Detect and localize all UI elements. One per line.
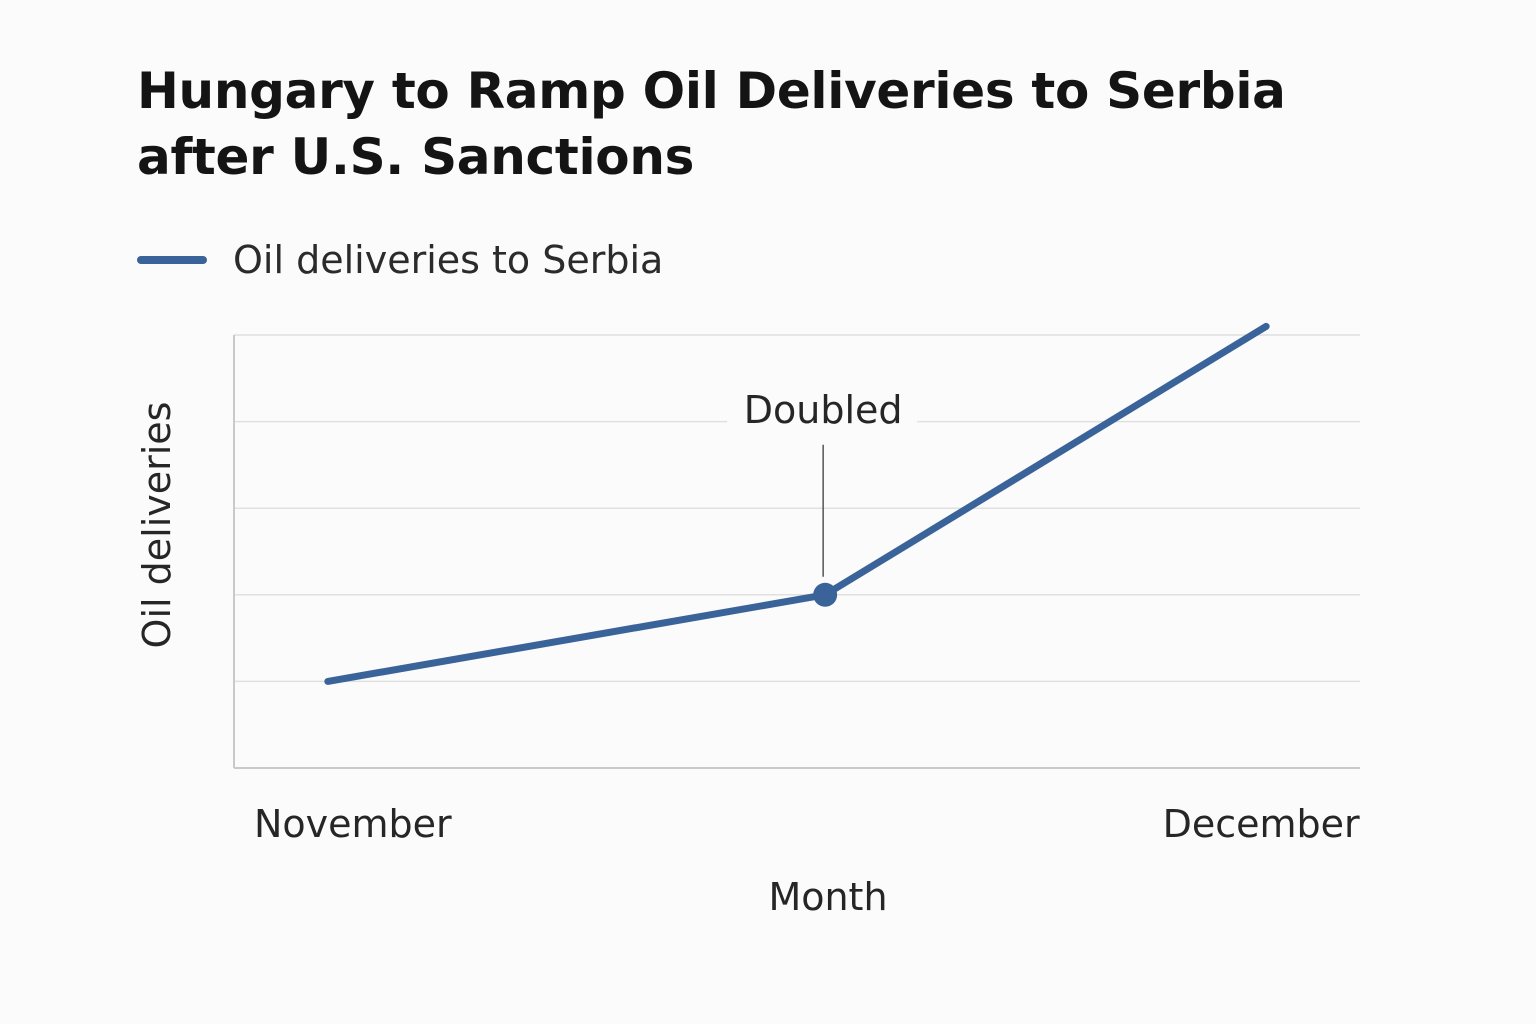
data-point-marker bbox=[813, 582, 838, 607]
annotation: Doubled bbox=[727, 384, 918, 577]
chart-title-line-1: Hungary to Ramp Oil Deliveries to Serbia bbox=[137, 62, 1286, 120]
x-axis-title: Month bbox=[768, 875, 887, 919]
chart-title: Hungary to Ramp Oil Deliveries to Serbia… bbox=[137, 58, 1287, 190]
x-tick-label-november: November bbox=[254, 802, 452, 846]
annotation-label-background bbox=[727, 384, 918, 437]
series-group bbox=[324, 322, 1270, 685]
x-tick-label-december: December bbox=[1163, 802, 1360, 846]
chart-title-line-2: after U.S. Sanctions bbox=[137, 128, 695, 186]
chart-legend: Oil deliveries to Serbia bbox=[137, 236, 663, 284]
y-axis-title: Oil deliveries bbox=[135, 402, 179, 649]
x-tick-labels: November December bbox=[254, 802, 1360, 846]
axes bbox=[233, 335, 1360, 769]
series-line-oil-deliveries bbox=[324, 322, 1270, 685]
legend-swatch bbox=[137, 256, 207, 264]
legend-label: Oil deliveries to Serbia bbox=[233, 238, 664, 282]
annotation-label: Doubled bbox=[744, 388, 903, 432]
